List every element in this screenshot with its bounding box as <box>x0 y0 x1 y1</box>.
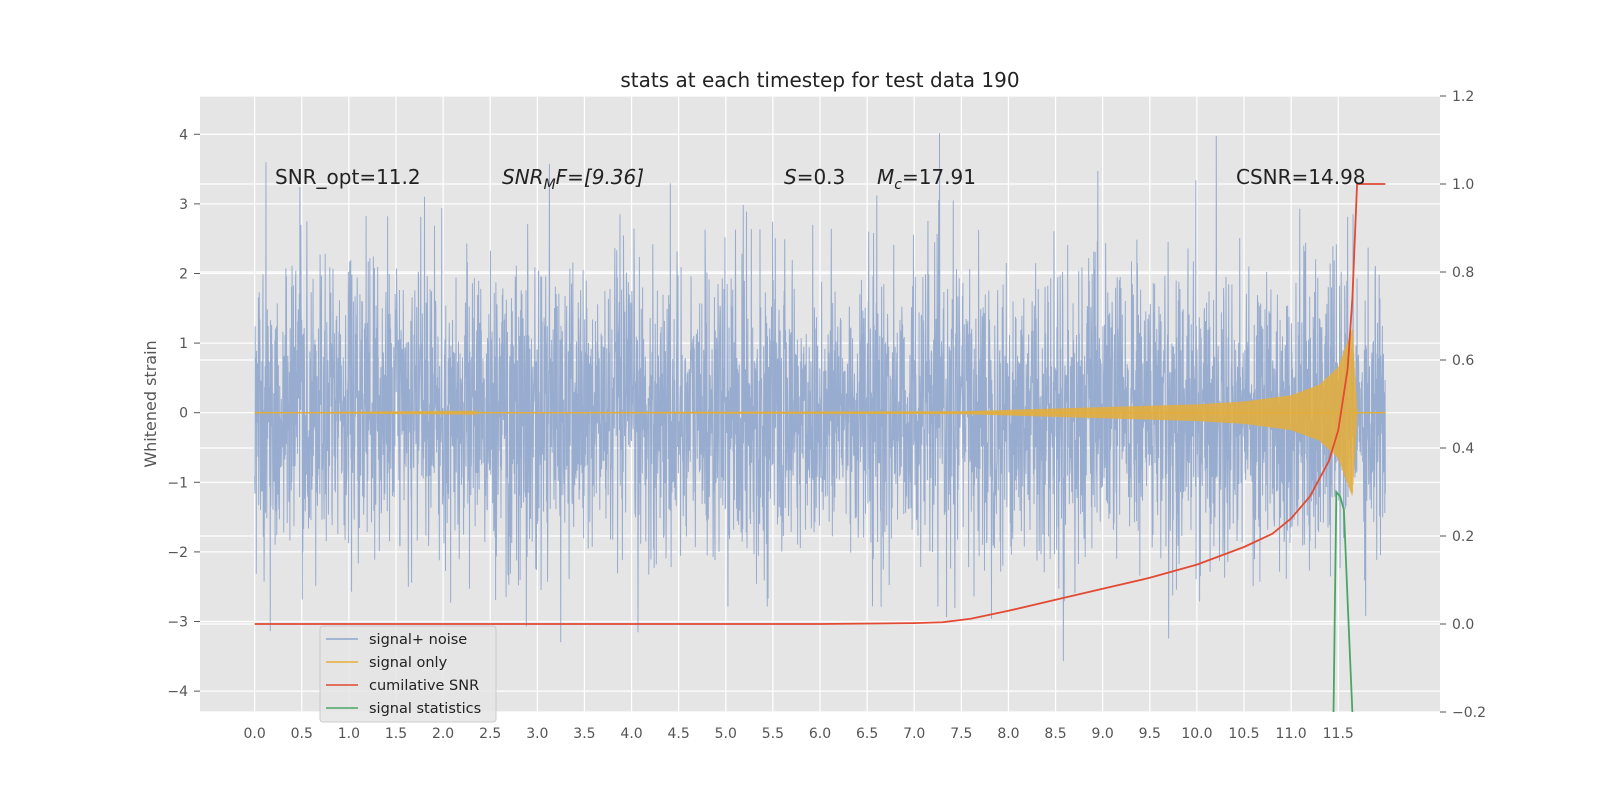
series-signal-only <box>254 329 1386 496</box>
annotation-mc-value: =17.91 <box>902 165 976 189</box>
annotation-s-value: =0.3 <box>797 165 846 189</box>
y-tick-label: 3 <box>179 197 188 213</box>
y2-tick-label: 0.8 <box>1452 265 1474 281</box>
annotation-snr-opt: SNR_opt=11.2 <box>275 165 421 189</box>
x-tick-label: 7.0 <box>903 726 925 742</box>
x-tick-label: 11.0 <box>1276 726 1307 742</box>
legend: signal+ noise signal only cumilative SNR… <box>319 625 497 723</box>
x-tick-label: 5.5 <box>762 726 784 742</box>
signal-statistics-line <box>1332 489 1354 713</box>
x-tick-label: 10.0 <box>1181 726 1212 742</box>
y2-tick-label: −0.2 <box>1452 705 1486 721</box>
annotation-snr-mf-f: F=[9.36] <box>556 165 644 189</box>
annotation-mc-symbol: M <box>877 165 894 189</box>
x-tick-label: 1.0 <box>338 726 360 742</box>
x-tick-label: 6.0 <box>809 726 831 742</box>
x-tick-label: 9.0 <box>1092 726 1114 742</box>
y-tick-label: −1 <box>167 475 188 491</box>
annotation-s: S=0.3 <box>784 165 845 189</box>
y-tick-label: −3 <box>167 615 188 631</box>
y-tick-label: 2 <box>179 266 188 282</box>
x-tick-label: 8.0 <box>997 726 1019 742</box>
annotation-csnr: CSNR=14.98 <box>1236 165 1366 189</box>
cumulative-snr-line <box>254 183 1386 625</box>
legend-box <box>319 625 497 723</box>
annotation-s-symbol: S <box>784 165 797 189</box>
x-tick-label: 7.5 <box>950 726 972 742</box>
x-tick-label: 6.5 <box>856 726 878 742</box>
x-tick-label: 9.5 <box>1139 726 1161 742</box>
series-signal-statistics <box>1332 489 1354 713</box>
x-tick-label: 0.5 <box>291 726 313 742</box>
y2-tick-label: 0.6 <box>1452 353 1474 369</box>
x-tick-label: 2.5 <box>479 726 501 742</box>
y2-tick-label: 1.2 <box>1452 89 1474 105</box>
axes: 0.0 0.5 1.0 1.5 2.0 2.5 3.0 3.5 4.0 4.5 5.0 5.5 6.0 6… <box>167 89 1486 742</box>
annotation-mc-sub: c <box>894 177 902 193</box>
y-tick-label: 4 <box>179 127 188 143</box>
x-tick-label: 2.0 <box>432 726 454 742</box>
x-tick-label: 10.5 <box>1228 726 1259 742</box>
legend-label-signal-noise: signal+ noise <box>369 632 467 648</box>
y2-tick-label: 0.0 <box>1452 617 1474 633</box>
y-tick-label: 0 <box>179 406 188 422</box>
y-tick-label: −4 <box>167 684 188 700</box>
y2-tick-label: 0.2 <box>1452 529 1474 545</box>
annotation-snr-mf-sub: M <box>544 177 556 193</box>
annotations: SNR_opt=11.2 SNRMF=[9.36] S=0.3 Mc=17.91… <box>275 165 1366 193</box>
annotation-snr-mf: SNRMF=[9.36] <box>502 165 644 193</box>
annotation-mc: Mc=17.91 <box>877 165 976 193</box>
x-tick-label: 3.0 <box>526 726 548 742</box>
series-cumulative-snr <box>254 183 1386 625</box>
x-tick-label: 1.5 <box>385 726 407 742</box>
x-tick-label: 3.5 <box>573 726 595 742</box>
x-tick-label: 4.5 <box>668 726 690 742</box>
y2-tick-label: 1.0 <box>1452 177 1474 193</box>
y-axis-title: Whitened strain <box>141 340 160 467</box>
y-tick-label: −2 <box>167 545 188 561</box>
annotation-snr-mf-base: SNR <box>502 165 544 189</box>
signal-noise-line <box>254 133 1386 662</box>
legend-label-signal-only: signal only <box>369 655 448 671</box>
chart-title: stats at each timestep for test data 190 <box>620 68 1019 92</box>
x-tick-label: 0.0 <box>244 726 266 742</box>
x-tick-label: 11.5 <box>1323 726 1354 742</box>
x-tick-label: 4.0 <box>620 726 642 742</box>
annotation-snr-mf-rest: F=[9.36] <box>556 165 644 189</box>
legend-label-signal-statistics: signal statistics <box>369 701 481 717</box>
y2-tick-label: 0.4 <box>1452 441 1474 457</box>
series-signal-noise <box>254 133 1386 662</box>
y-tick-label: 1 <box>179 336 188 352</box>
x-tick-label: 8.5 <box>1044 726 1066 742</box>
x-tick-label: 5.0 <box>715 726 737 742</box>
legend-label-cumulative-snr: cumilative SNR <box>369 678 479 694</box>
